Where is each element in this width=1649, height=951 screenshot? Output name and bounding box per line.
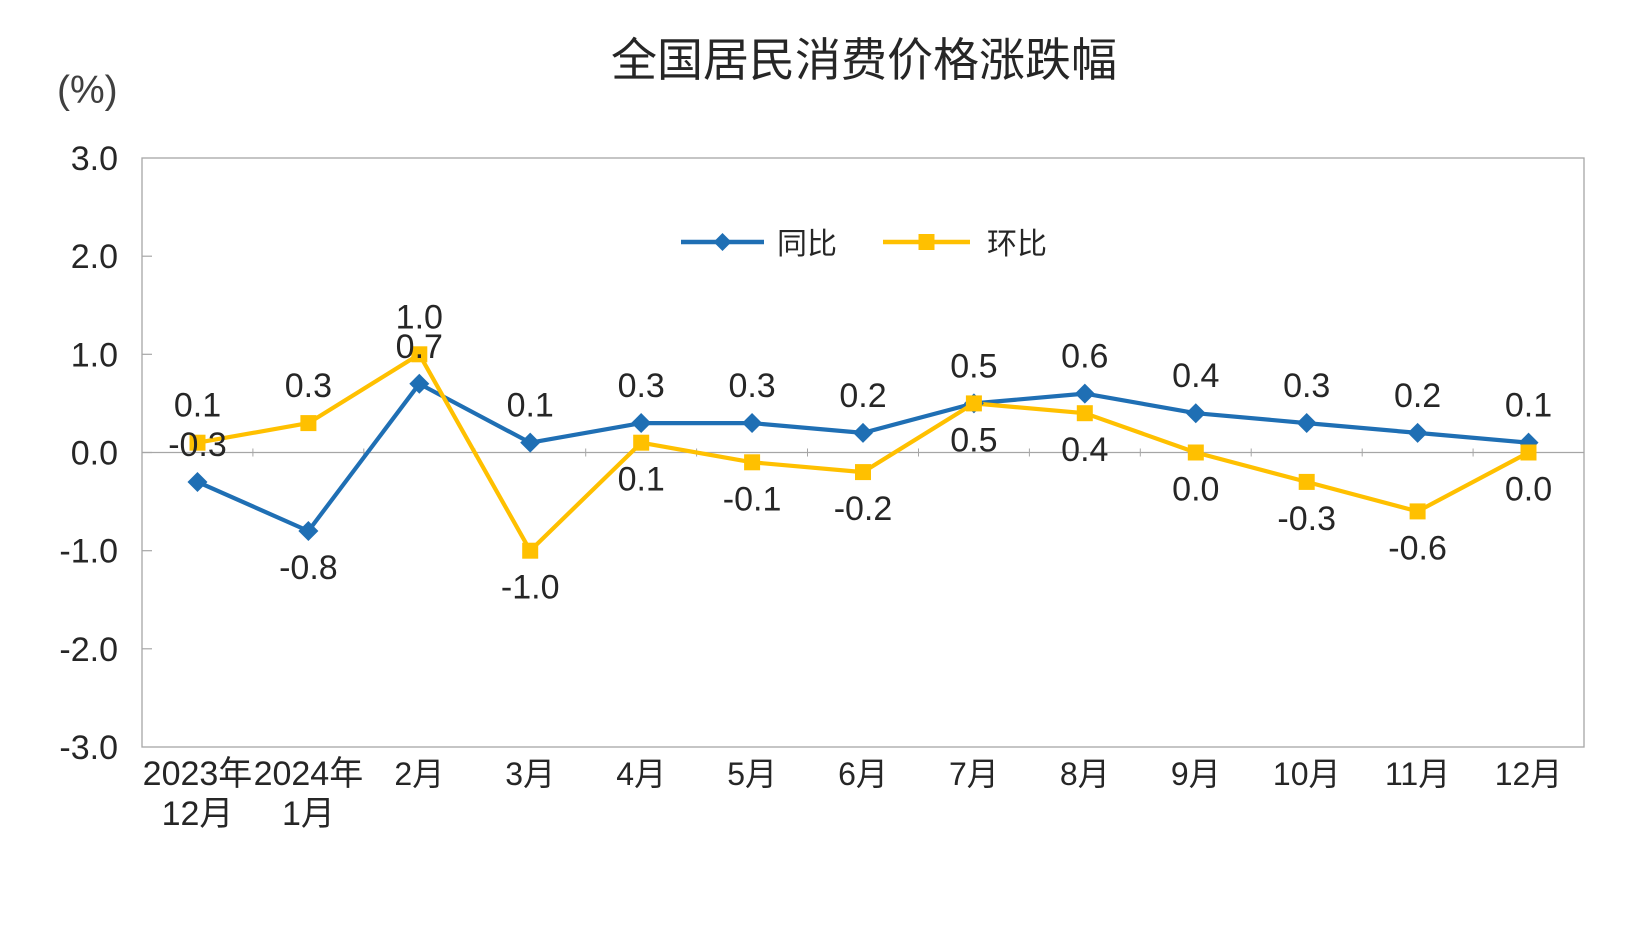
- svg-text:9月: 9月: [1171, 756, 1221, 792]
- svg-text:2024年: 2024年: [254, 755, 364, 793]
- svg-text:-0.3: -0.3: [1277, 500, 1336, 538]
- svg-text:-0.2: -0.2: [834, 490, 893, 528]
- svg-text:0.5: 0.5: [950, 347, 997, 385]
- svg-text:12月: 12月: [1495, 756, 1563, 792]
- svg-text:3月: 3月: [505, 756, 555, 792]
- svg-text:11月: 11月: [1385, 756, 1450, 792]
- svg-text:4月: 4月: [616, 756, 666, 792]
- svg-text:3.0: 3.0: [71, 140, 118, 178]
- svg-text:0.1: 0.1: [618, 461, 665, 499]
- svg-text:0.4: 0.4: [1172, 357, 1219, 395]
- svg-text:0.3: 0.3: [1283, 367, 1330, 405]
- svg-text:0.1: 0.1: [174, 387, 221, 425]
- svg-text:-0.3: -0.3: [168, 426, 227, 464]
- svg-text:0.5: 0.5: [950, 421, 997, 459]
- svg-text:6月: 6月: [838, 756, 888, 792]
- svg-text:1月: 1月: [282, 795, 335, 833]
- svg-text:-1.0: -1.0: [501, 569, 560, 607]
- svg-text:1.0: 1.0: [396, 298, 443, 336]
- svg-text:1.0: 1.0: [71, 336, 118, 374]
- svg-text:0.0: 0.0: [1505, 471, 1552, 509]
- svg-text:0.2: 0.2: [1394, 377, 1441, 415]
- svg-text:5月: 5月: [727, 756, 777, 792]
- svg-text:-0.6: -0.6: [1388, 529, 1447, 567]
- svg-text:全国居民消费价格涨跌幅: 全国居民消费价格涨跌幅: [611, 34, 1117, 86]
- svg-text:0.3: 0.3: [728, 367, 775, 405]
- svg-text:-0.8: -0.8: [279, 549, 338, 587]
- svg-text:-1.0: -1.0: [59, 533, 118, 571]
- svg-text:7月: 7月: [949, 756, 999, 792]
- svg-text:8月: 8月: [1060, 756, 1110, 792]
- svg-text:0.3: 0.3: [618, 367, 665, 405]
- svg-text:12月: 12月: [162, 795, 234, 833]
- svg-text:0.0: 0.0: [1172, 471, 1219, 509]
- svg-text:环比: 环比: [987, 228, 1047, 261]
- svg-text:同比: 同比: [777, 228, 837, 261]
- svg-text:0.3: 0.3: [285, 367, 332, 405]
- svg-text:2023年: 2023年: [143, 755, 253, 793]
- svg-text:0.1: 0.1: [1505, 387, 1552, 425]
- svg-text:-3.0: -3.0: [59, 729, 118, 767]
- svg-text:0.6: 0.6: [1061, 338, 1108, 376]
- svg-text:10月: 10月: [1273, 756, 1341, 792]
- svg-text:-2.0: -2.0: [59, 631, 118, 669]
- svg-text:-0.1: -0.1: [723, 480, 782, 518]
- svg-text:0.0: 0.0: [71, 435, 118, 473]
- svg-text:0.4: 0.4: [1061, 431, 1108, 469]
- svg-text:0.1: 0.1: [507, 387, 554, 425]
- svg-text:(%): (%): [57, 69, 118, 112]
- svg-text:2月: 2月: [394, 756, 444, 792]
- svg-text:0.2: 0.2: [839, 377, 886, 415]
- svg-text:2.0: 2.0: [71, 238, 118, 276]
